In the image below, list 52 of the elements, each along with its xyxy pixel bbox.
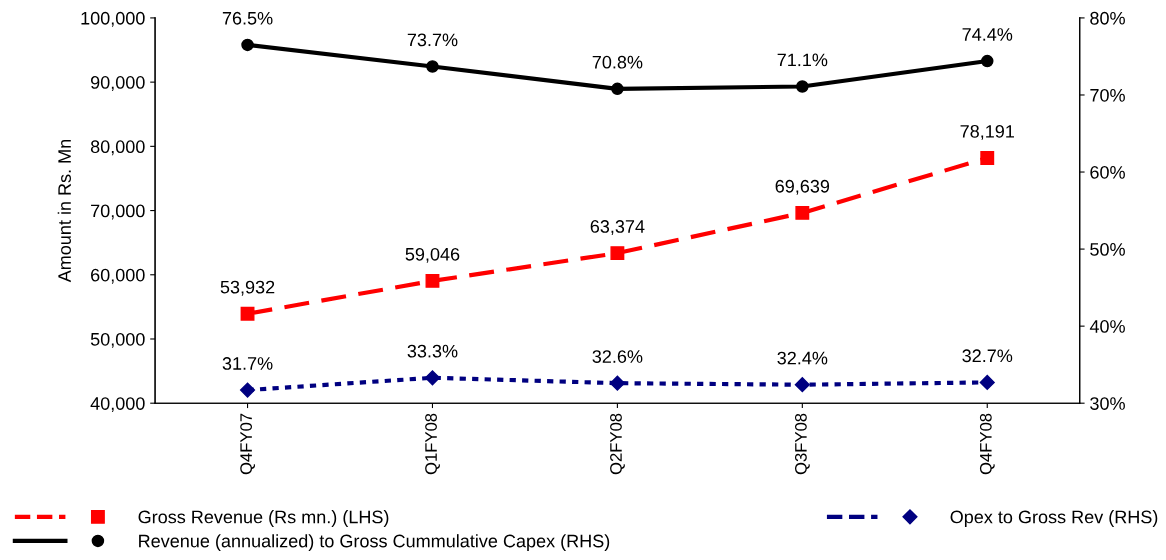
point (611, 82, 624, 96)
data-label: 74.4% (962, 28, 1013, 41)
y2-tick-label: 40% (1089, 320, 1125, 333)
data-label: 32.4% (777, 351, 828, 365)
data-label: 33.3% (407, 344, 458, 358)
data-label: 76.5% (222, 11, 273, 25)
data-label: 69,639 (775, 179, 830, 195)
y-tick-label: 70,000 (91, 204, 145, 220)
data-label: 59,046 (405, 247, 460, 263)
y-tick-label: 80,000 (90, 140, 145, 156)
y-tick-label: 40,000 (90, 397, 145, 413)
point (424, 370, 441, 386)
point (609, 375, 625, 391)
y2-tick-label: 70% (1090, 88, 1125, 102)
x-tick-label: Q3FY08 (795, 413, 810, 475)
point (239, 382, 256, 398)
y-tick-label: 90,000 (90, 76, 145, 91)
legend-label: Gross Revenue (Rs mn.) (LHS) (138, 510, 389, 527)
x-tick-label: Q2FY08 (610, 413, 625, 475)
y2-tick-label: 50% (1090, 243, 1125, 256)
y2-tick-label: 30% (1090, 397, 1125, 410)
point (241, 38, 254, 52)
data-label: 32.7% (962, 349, 1013, 363)
data-label: 78,191 (960, 124, 1014, 140)
y-tick-label: 100,000 (81, 11, 145, 27)
x-tick-label: Q4FY08 (979, 413, 995, 475)
data-label: 70.8% (592, 55, 643, 69)
y-tick-label: 50,000 (90, 332, 145, 348)
y-tick-label: 60,000 (91, 268, 145, 284)
legend-label: Revenue (annualized) to Gross Cummulative Capex (RHS) (139, 534, 610, 551)
y-axis-title: Amount in Rs. Mn (57, 139, 71, 283)
data-label: 71.1% (777, 53, 828, 67)
point (426, 60, 439, 73)
point (981, 54, 994, 68)
legend-label: Opex to Gross Rev (RHS) (950, 510, 1158, 527)
point (979, 374, 995, 390)
point (796, 80, 809, 93)
point (610, 246, 625, 261)
data-label: 53,932 (220, 280, 275, 296)
data-label: 73.7% (407, 33, 458, 47)
point (980, 151, 995, 165)
data-label: 63,374 (590, 220, 645, 236)
x-tick-label: Q4FY07 (240, 413, 255, 475)
point (795, 205, 810, 220)
point (794, 377, 810, 393)
x-tick-label: Q1FY08 (425, 413, 440, 475)
y2-tick-label: 80% (1090, 11, 1125, 25)
point (240, 306, 255, 321)
point (425, 273, 440, 288)
data-label: 32.6% (592, 350, 643, 363)
data-label: 31.7% (222, 357, 273, 370)
y2-tick-label: 60% (1090, 165, 1125, 179)
